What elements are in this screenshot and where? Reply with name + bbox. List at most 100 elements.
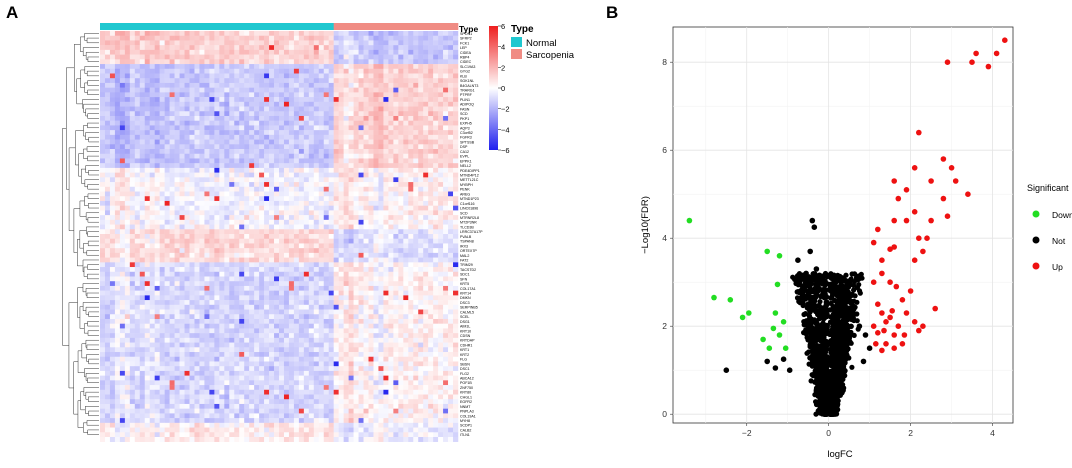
heatmap-cell: [129, 300, 136, 306]
heatmap-cell: [378, 304, 384, 310]
heatmap-cell: [353, 97, 359, 103]
heatmap-cell: [114, 163, 121, 169]
heatmap-cell: [378, 271, 384, 277]
heatmap-cell: [204, 120, 210, 126]
heatmap-cell: [313, 309, 320, 315]
dendrogram-branch: [86, 354, 99, 362]
heatmap-cell: [333, 309, 339, 315]
heatmap-cell: [194, 49, 200, 55]
heatmap-cell: [179, 54, 185, 60]
heatmap-cell: [100, 134, 106, 140]
heatmap-cell: [363, 97, 369, 103]
heatmap-cell: [239, 290, 245, 296]
heatmap-cell: [109, 177, 116, 183]
heatmap-cell: [283, 64, 290, 70]
heatmap-cell: [194, 290, 200, 296]
heatmap-cell: [264, 281, 270, 287]
heatmap-cell: [423, 73, 429, 79]
heatmap-cell: [428, 215, 434, 221]
heatmap-cell: [179, 87, 185, 93]
heatmap-cell: [169, 134, 175, 140]
heatmap-cell: [164, 186, 170, 192]
heatmap-cell: [229, 120, 235, 126]
heatmap-cell: [288, 205, 295, 211]
heatmap-cell: [189, 290, 195, 296]
heatmap-cell: [159, 40, 165, 46]
heatmap-cell: [313, 219, 320, 225]
heatmap-cell: [303, 285, 310, 291]
heatmap-cell: [383, 215, 389, 221]
heatmap-cell: [368, 328, 374, 334]
heatmap-cell: [348, 97, 354, 103]
heatmap-cell: [433, 68, 439, 74]
heatmap-cell: [234, 64, 240, 70]
heatmap-cell: [453, 177, 459, 183]
heatmap-cell: [343, 31, 349, 36]
heatmap-cell: [194, 78, 200, 84]
heatmap-cell: [428, 73, 434, 79]
heatmap-cell: [209, 285, 215, 291]
heatmap-cell: [249, 333, 255, 339]
heatmap-cell: [144, 248, 150, 254]
heatmap-cell: [259, 31, 265, 36]
heatmap-cell: [179, 130, 185, 136]
heatmap-cell: [169, 45, 175, 51]
heatmap-cell: [438, 163, 444, 169]
heatmap-cell: [303, 243, 310, 249]
heatmap-cell: [413, 267, 419, 273]
heatmap-cell: [328, 191, 334, 197]
heatmap-cell: [249, 186, 255, 192]
heatmap-cell: [209, 49, 215, 55]
heatmap-cell: [438, 82, 444, 88]
heatmap-cell: [194, 167, 200, 173]
heatmap-cell: [124, 177, 131, 183]
heatmap-cell: [398, 106, 404, 112]
heatmap-cell: [423, 333, 429, 339]
heatmap-cell: [239, 82, 245, 88]
heatmap-cell: [293, 252, 300, 258]
heatmap-cell: [393, 158, 399, 164]
heatmap-cell: [194, 106, 200, 112]
heatmap-cell: [129, 186, 136, 192]
heatmap-cell: [184, 304, 190, 310]
heatmap-cell: [283, 49, 290, 55]
heatmap-cell: [428, 115, 434, 121]
heatmap-cell: [100, 78, 106, 84]
heatmap-cell: [109, 304, 116, 310]
heatmap-cell: [269, 35, 275, 41]
heatmap-cell: [279, 234, 285, 239]
heatmap-cell: [333, 252, 339, 258]
heatmap-cell: [124, 196, 131, 202]
heatmap-cell: [318, 172, 324, 178]
heatmap-cell: [219, 229, 225, 235]
heatmap-cell: [204, 314, 210, 320]
heatmap-cell: [259, 281, 265, 287]
heatmap-cell: [169, 139, 175, 145]
heatmap-cell: [139, 177, 145, 183]
heatmap-cell: [433, 97, 439, 103]
heatmap-cell: [388, 149, 394, 154]
heatmap-cell: [453, 328, 459, 334]
heatmap-cell: [333, 285, 339, 291]
heatmap-cell: [358, 40, 364, 46]
heatmap-cell: [100, 139, 106, 145]
heatmap-cell: [428, 219, 434, 225]
heatmap-cell: [448, 111, 454, 117]
heatmap-cell: [229, 224, 235, 230]
heatmap-cell: [224, 35, 230, 41]
heatmap-cell: [393, 229, 399, 235]
heatmap-cell: [358, 158, 364, 164]
heatmap-cell: [164, 333, 170, 339]
heatmap-cell: [433, 295, 439, 301]
heatmap-cell: [114, 229, 121, 235]
heatmap-cell: [234, 73, 240, 79]
heatmap-cell: [259, 115, 265, 121]
heatmap-cell: [219, 210, 225, 216]
heatmap-cell: [418, 248, 424, 254]
heatmap-cell: [318, 300, 324, 306]
heatmap-cell: [114, 347, 121, 353]
heatmap-cell: [184, 252, 190, 258]
heatmap-cell: [114, 64, 121, 70]
heatmap-cell: [144, 125, 150, 131]
heatmap-cell: [393, 130, 399, 136]
